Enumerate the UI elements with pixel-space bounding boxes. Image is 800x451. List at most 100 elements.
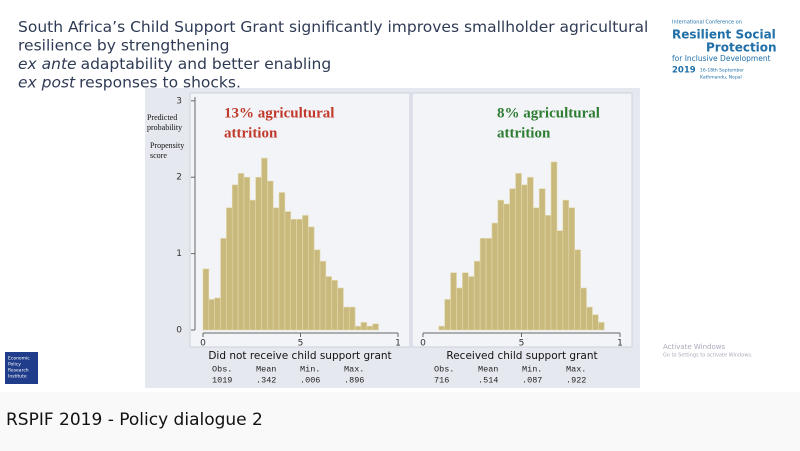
bar — [562, 199, 570, 331]
bar — [533, 207, 540, 331]
x-tick-label: 5 — [519, 339, 525, 349]
logo-text: Resilient Social — [672, 28, 776, 42]
bar — [231, 184, 239, 331]
bar — [485, 238, 493, 331]
y-label: probability — [147, 123, 182, 132]
y-tick-label: 1 — [176, 249, 182, 259]
bar — [580, 287, 587, 331]
bar — [331, 280, 338, 331]
annotation: attrition — [224, 125, 278, 141]
bar — [592, 314, 599, 331]
stats-value: .514 — [478, 375, 498, 385]
bar — [202, 268, 210, 331]
bar — [237, 173, 245, 331]
video-info — [0, 392, 800, 451]
stats-header: Min. — [522, 364, 542, 374]
bar — [290, 218, 297, 331]
heading-segment: ex post — [18, 73, 76, 91]
bar — [544, 215, 552, 331]
bar — [550, 161, 558, 331]
institute-logo-text: Research — [8, 368, 29, 374]
institute-logo-text: Institute — [8, 374, 27, 380]
x-tick-label: 1 — [395, 339, 401, 349]
stats-value: .342 — [256, 375, 276, 385]
institute-logo — [5, 352, 38, 384]
heading-segment: adaptability and better enabling — [81, 55, 332, 73]
stats-header: Obs. — [212, 364, 232, 374]
bar — [479, 238, 487, 331]
bar — [313, 249, 321, 331]
y-tick-label: 0 — [176, 326, 182, 336]
logo-text: Kathmandu, Nepal — [700, 75, 742, 81]
logo-text: 16-18th September — [700, 68, 744, 74]
watermark: Activate Windows — [663, 343, 726, 351]
y-label: Propensity — [150, 141, 184, 150]
heading-line: South Africa’s Child Support Grant signi… — [18, 18, 648, 36]
logo-text: Protection — [706, 41, 777, 55]
y-label: Predicted — [147, 113, 177, 122]
bar — [214, 297, 221, 331]
stats-header: Mean — [478, 364, 498, 374]
stats-value: .896 — [344, 375, 364, 385]
bar — [503, 203, 510, 331]
bar — [456, 287, 463, 331]
bar — [462, 272, 469, 331]
bar — [574, 249, 581, 331]
stats-header: Max. — [566, 364, 586, 374]
x-tick-label: 0 — [200, 339, 206, 349]
bar — [586, 306, 593, 331]
bar — [272, 207, 280, 331]
x-label: Received child support grant — [446, 350, 597, 362]
bar — [296, 218, 303, 331]
x-label: Did not receive child support grant — [208, 350, 391, 362]
logo-text: 2019 — [672, 66, 696, 76]
heading-segment: resilience by strengthening — [18, 36, 229, 54]
heading-line: ex post responses to shocks. — [18, 73, 241, 91]
stats-value: 1019 — [212, 375, 232, 385]
bar — [348, 306, 356, 331]
y-tick-label: 2 — [176, 173, 182, 183]
x-tick-label: 0 — [420, 339, 426, 349]
stats-value: 716 — [434, 375, 449, 385]
bar — [468, 276, 475, 331]
bar — [450, 272, 457, 331]
heading-line: resilience by strengthening — [18, 36, 229, 54]
bar — [302, 215, 309, 331]
bar — [509, 188, 516, 331]
video-title: RSPIF 2019 - Policy dialogue 2 — [6, 410, 263, 430]
stats-value: .922 — [566, 375, 586, 385]
watermark: Go to Settings to activate Windows. — [663, 353, 753, 359]
bar — [491, 222, 499, 331]
bar — [538, 188, 546, 331]
bar — [307, 226, 315, 331]
institute-logo-text: Policy — [8, 362, 21, 368]
y-label: score — [150, 151, 167, 160]
heading-line: ex ante adaptability and better enabling — [18, 55, 331, 73]
bar — [284, 211, 292, 331]
bar — [473, 260, 481, 331]
stats-header: Min. — [300, 364, 320, 374]
logo-text: International Conference on — [672, 20, 742, 26]
bar — [220, 238, 227, 331]
heading-segment: responses to shocks. — [79, 73, 241, 91]
bar — [598, 322, 605, 331]
heading-segment: South Africa’s Child Support Grant signi… — [18, 18, 648, 36]
bar — [527, 176, 534, 331]
annotation: 13% agricultural — [224, 105, 334, 121]
heading-segment: ex ante — [18, 55, 77, 73]
bar — [226, 207, 233, 331]
bar — [354, 325, 362, 331]
stats-header: Mean — [256, 364, 276, 374]
stats-header: Obs. — [434, 364, 454, 374]
bar — [325, 276, 333, 331]
bar — [267, 180, 274, 331]
stats-value: .087 — [522, 375, 542, 385]
bar — [343, 306, 350, 331]
annotation: 8% agricultural — [497, 105, 600, 121]
bar — [515, 173, 522, 331]
annotation: attrition — [497, 125, 551, 141]
x-tick-label: 5 — [298, 339, 304, 349]
bar — [337, 287, 344, 331]
